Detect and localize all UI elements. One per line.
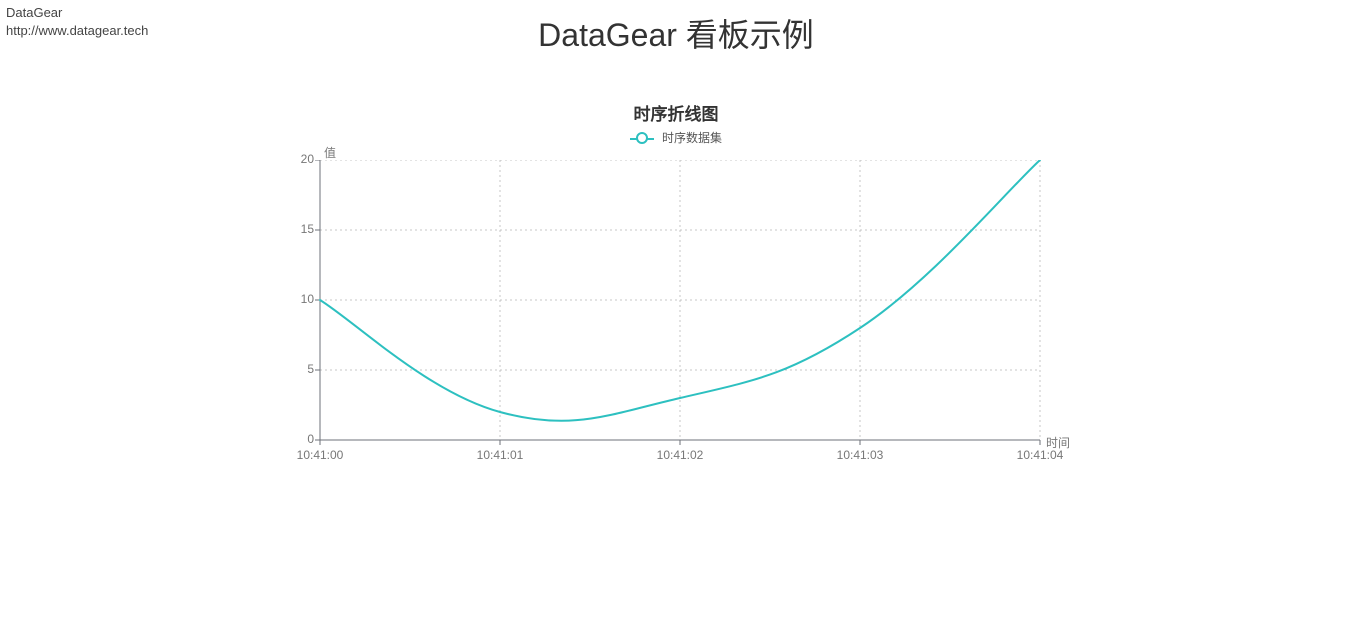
legend-label: 时序数据集 — [662, 129, 722, 146]
x-tick-label: 10:41:03 — [837, 448, 884, 462]
chart-plot-area[interactable]: 值 时间 0510152010:41:0010:41:0110:41:0210:… — [270, 160, 1100, 480]
x-tick-label: 10:41:00 — [297, 448, 344, 462]
timeseries-line-chart: 时序折线图 时序数据集 值 时间 0510152010:41:0010:41:0… — [270, 100, 1082, 480]
page-title: DataGear 看板示例 — [0, 10, 1352, 56]
y-tick-label: 20 — [274, 152, 314, 166]
x-tick-label: 10:41:02 — [657, 448, 704, 462]
y-tick-label: 10 — [274, 292, 314, 306]
x-tick-label: 10:41:01 — [477, 448, 524, 462]
x-tick-label: 10:41:04 — [1017, 448, 1064, 462]
y-axis-title: 值 — [324, 144, 336, 161]
legend-swatch — [630, 133, 654, 143]
y-tick-label: 0 — [274, 432, 314, 446]
y-tick-label: 5 — [274, 362, 314, 376]
chart-legend[interactable]: 时序数据集 — [270, 129, 1082, 146]
chart-title: 时序折线图 — [270, 100, 1082, 125]
y-tick-label: 15 — [274, 222, 314, 236]
